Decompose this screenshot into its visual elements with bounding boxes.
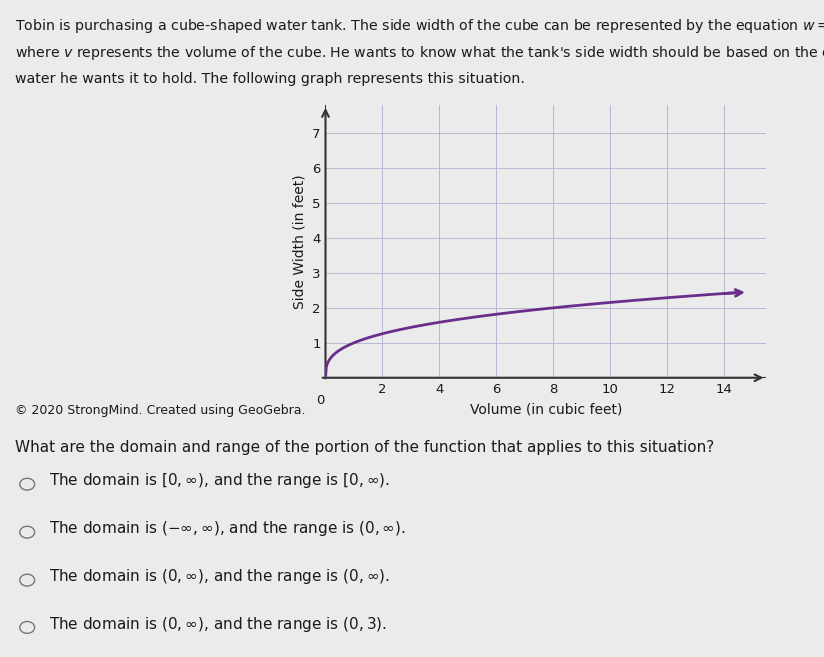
Text: water he wants it to hold. The following graph represents this situation.: water he wants it to hold. The following… (15, 72, 525, 85)
Text: What are the domain and range of the portion of the function that applies to thi: What are the domain and range of the por… (15, 440, 714, 455)
Text: Tobin is purchasing a cube-shaped water tank. The side width of the cube can be : Tobin is purchasing a cube-shaped water … (15, 16, 824, 36)
Text: © 2020 StrongMind. Created using GeoGebra.: © 2020 StrongMind. Created using GeoGebr… (15, 404, 306, 417)
Text: where $v$ represents the volume of the cube. He wants to know what the tank's si: where $v$ represents the volume of the c… (15, 44, 824, 62)
X-axis label: Volume (in cubic feet): Volume (in cubic feet) (470, 403, 622, 417)
Y-axis label: Side Width (in feet): Side Width (in feet) (293, 174, 307, 309)
Text: The domain is $(0, \infty)$, and the range is $(0, 3)$.: The domain is $(0, \infty)$, and the ran… (49, 615, 387, 633)
Text: The domain is $(-\infty, \infty)$, and the range is $(0, \infty)$.: The domain is $(-\infty, \infty)$, and t… (49, 520, 406, 538)
Text: The domain is $[0, \infty)$, and the range is $[0, \infty)$.: The domain is $[0, \infty)$, and the ran… (49, 472, 391, 490)
Text: 0: 0 (316, 394, 324, 407)
Text: The domain is $(0, \infty)$, and the range is $(0, \infty)$.: The domain is $(0, \infty)$, and the ran… (49, 568, 391, 586)
